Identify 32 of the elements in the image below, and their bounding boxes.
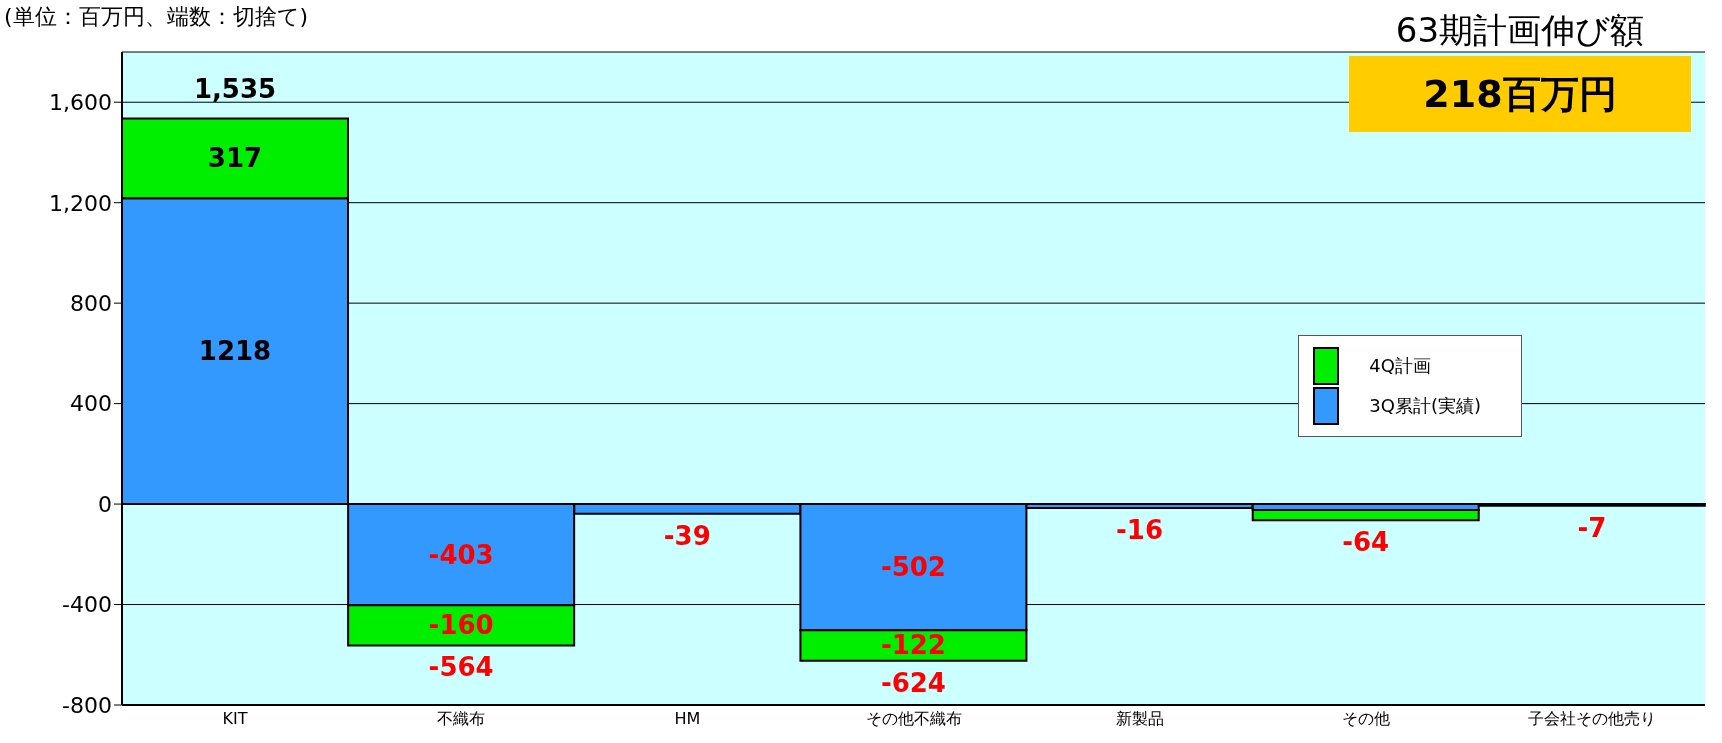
total-label: -564 xyxy=(428,652,494,683)
y-tick-label: 0 xyxy=(98,491,112,517)
text: 63期計画伸び額 xyxy=(1394,9,1646,52)
y-tick-label: 800 xyxy=(70,290,112,316)
data-label: -502 xyxy=(880,552,946,583)
y-tick-label: -400 xyxy=(62,592,112,618)
x-tick-label: 子会社その他売り xyxy=(1527,709,1656,729)
y-tick-label: 1,600 xyxy=(49,90,112,116)
x-tick-label: 不織布 xyxy=(437,709,486,729)
data-label: -122 xyxy=(880,630,946,661)
x-tick-label: 新製品 xyxy=(1115,709,1164,729)
data-label: 317 xyxy=(207,143,263,174)
x-tick-label: その他 xyxy=(1341,709,1390,729)
total-label: -64 xyxy=(1342,527,1390,558)
total-label: -624 xyxy=(880,667,946,698)
x-tick-label: KIT xyxy=(222,709,248,729)
total-label: -7 xyxy=(1577,512,1607,543)
total-label: -39 xyxy=(663,520,711,551)
y-tick-label: -800 xyxy=(62,692,112,718)
data-label: -160 xyxy=(428,610,494,641)
y-tick-label: 1,200 xyxy=(49,190,112,216)
y-tick-label: 400 xyxy=(70,391,112,417)
legend-label: 4Q計画 xyxy=(1369,354,1431,378)
legend-label: 3Q累計(実績) xyxy=(1369,394,1481,418)
data-label: 1218 xyxy=(198,336,272,367)
callout-box: 218百万円 xyxy=(1349,56,1691,132)
text: (単位：百万円、端数：切捨て) xyxy=(4,3,309,31)
data-label: -403 xyxy=(428,539,494,570)
total-label: -16 xyxy=(1116,515,1164,546)
total-label: 1,535 xyxy=(193,73,277,104)
x-tick-label: その他不織布 xyxy=(865,709,962,729)
x-tick-label: HM xyxy=(674,709,701,729)
